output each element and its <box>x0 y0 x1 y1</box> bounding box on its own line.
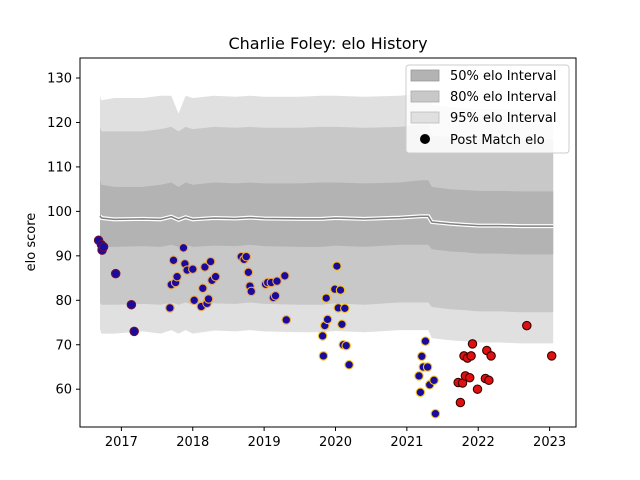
post-match-elo-point <box>188 264 198 274</box>
post-match-elo-point <box>270 291 281 301</box>
legend-swatch-95 <box>410 111 440 124</box>
y-axis-title: elo score <box>24 213 39 272</box>
post-match-elo-point <box>429 375 439 386</box>
y-tick-label: 100 <box>47 205 72 220</box>
post-match-elo-point <box>522 320 532 331</box>
y-tick-label: 110 <box>47 160 72 175</box>
axes-frame <box>79 57 577 428</box>
post-match-elo-point <box>546 351 557 361</box>
legend-swatch-50 <box>410 69 440 82</box>
legend-marker-post-match <box>420 134 430 144</box>
x-tick-label: 2022 <box>462 435 495 450</box>
mean-elo-line <box>99 215 554 227</box>
post-match-elo-point <box>317 331 328 341</box>
post-match-elo-point <box>341 340 351 351</box>
y-tick-label: 130 <box>47 72 72 87</box>
post-match-elo-point <box>332 261 342 271</box>
post-match-elo-point <box>318 351 329 361</box>
x-tick-label: 2018 <box>176 435 209 450</box>
post-match-elo-point <box>321 293 331 303</box>
y-tick-label: 60 <box>55 383 72 398</box>
x-axis: 2017 2018 2019 2020 2021 2022 2023 <box>105 427 566 450</box>
post-match-elo-point <box>98 242 109 252</box>
post-match-elo-point <box>178 243 189 253</box>
post-match-elo-point <box>198 283 208 294</box>
post-match-elo-point <box>344 360 354 370</box>
post-match-elo-point <box>486 351 496 361</box>
post-match-elo-point <box>335 285 346 295</box>
post-match-elo-point <box>281 315 292 325</box>
post-match-elo-point <box>110 268 121 279</box>
post-match-elo-point <box>430 408 441 419</box>
x-tick-label: 2017 <box>105 435 138 450</box>
post-match-elo-point <box>466 351 476 361</box>
post-match-elo-point <box>455 397 466 408</box>
legend: 50% elo Interval 80% elo Interval 95% el… <box>405 64 570 154</box>
post-match-elo-point <box>246 286 257 297</box>
post-match-elo-point <box>168 255 179 266</box>
y-tick-label: 80 <box>55 294 72 309</box>
post-match-elo-point <box>203 294 214 304</box>
post-match-elo-point <box>422 362 433 372</box>
post-match-elo-point <box>165 303 175 313</box>
x-tick-label: 2020 <box>319 435 352 450</box>
legend-label-95: 95% elo Interval <box>450 111 557 126</box>
y-tick-label: 90 <box>55 249 72 264</box>
post-match-elo-point <box>414 371 424 381</box>
x-tick-label: 2019 <box>248 435 281 450</box>
y-tick-label: 120 <box>47 116 72 131</box>
post-match-elo-point <box>337 319 347 330</box>
post-match-elo-point <box>280 271 290 281</box>
x-tick-label: 2023 <box>533 435 566 450</box>
post-match-elo-point <box>200 262 210 272</box>
legend-label-post-match: Post Match elo <box>450 133 545 148</box>
post-match-elo-point <box>243 267 254 278</box>
post-match-elo-point <box>464 372 475 383</box>
post-match-elo-point <box>467 339 478 349</box>
post-match-elo-point <box>172 271 182 282</box>
post-match-elo-point <box>189 295 199 306</box>
legend-swatch-80 <box>410 90 440 103</box>
chart-title: Charlie Foley: elo History <box>228 34 427 53</box>
post-match-elo-point <box>272 276 282 286</box>
legend-label-80: 80% elo Interval <box>450 90 557 105</box>
y-axis: 60 70 80 90 100 110 120 130 <box>47 72 80 398</box>
post-match-elo-point <box>210 271 221 282</box>
post-match-elo-point <box>417 351 427 362</box>
post-match-elo-point <box>340 303 350 314</box>
y-tick-label: 70 <box>55 338 72 353</box>
post-match-elo-point <box>205 256 216 267</box>
post-match-elo-point <box>484 375 494 386</box>
post-match-elo-point <box>322 314 333 325</box>
legend-box <box>405 64 570 154</box>
post-match-elo-point <box>126 299 137 310</box>
post-match-elo-point <box>129 326 139 337</box>
post-match-elo-point <box>420 336 431 346</box>
post-match-elo-point <box>472 384 483 394</box>
plot-area <box>93 93 557 419</box>
post-match-elo-point <box>415 387 426 398</box>
post-match-elo-point <box>241 251 252 262</box>
legend-label-50: 50% elo Interval <box>450 69 557 84</box>
x-tick-label: 2021 <box>390 435 423 450</box>
